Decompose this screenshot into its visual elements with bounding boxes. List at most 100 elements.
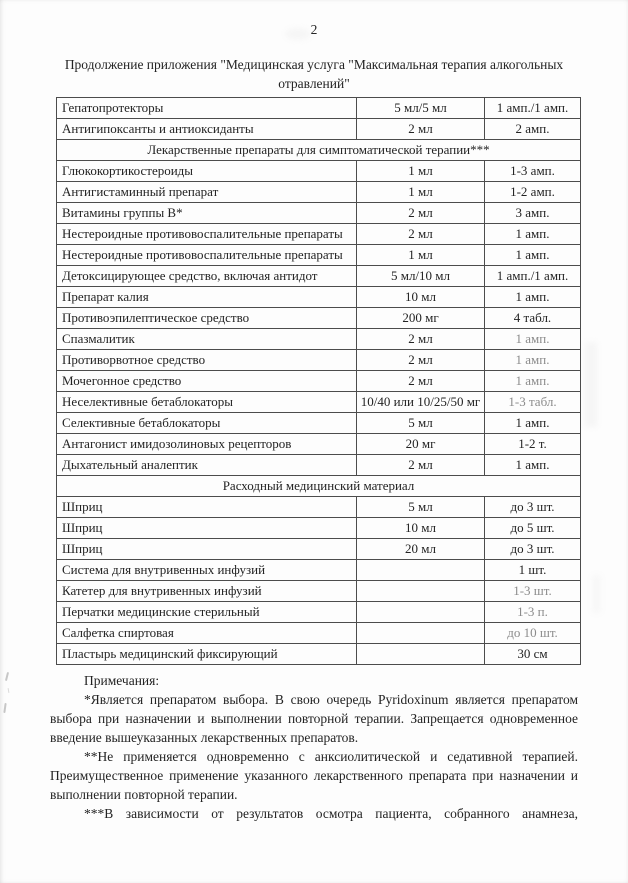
item-name-cell: Детоксицирующее средство, включая антидо… bbox=[56, 265, 357, 287]
table-row: Неселективные бетаблокаторы 10/40 или 10/… bbox=[56, 391, 581, 413]
item-name-cell: Противорвотное средство bbox=[56, 349, 357, 371]
item-name-cell: Противоэпилептическое средство bbox=[56, 307, 357, 329]
item-name-cell: Шприц bbox=[56, 517, 357, 539]
scan-artifact bbox=[4, 671, 10, 682]
table-row: Гепатопротекторы 5 мл/5 мл 1 амп./1 амп. bbox=[56, 97, 581, 119]
item-name-cell: Дыхательный аналептик bbox=[56, 454, 357, 476]
item-name-cell: Пластырь медицинский фиксирующий bbox=[56, 643, 357, 665]
scan-smudge bbox=[585, 342, 597, 427]
quantity-cell: 1 амп. bbox=[484, 412, 581, 434]
section-label: Расходный медицинский материал bbox=[56, 475, 581, 497]
dose-cell: 1 мл bbox=[356, 181, 485, 203]
item-name-cell: Нестероидные противовоспалительные препа… bbox=[56, 223, 357, 245]
table-row: Шприц 10 мл до 5 шт. bbox=[56, 517, 581, 539]
table-row: Нестероидные противовоспалительные препа… bbox=[56, 223, 581, 245]
item-name-cell: Селективные бетаблокаторы bbox=[56, 412, 357, 434]
item-name-cell: Салфетка спиртовая bbox=[56, 622, 357, 644]
item-name-cell: Система для внутривенных инфузий bbox=[56, 559, 357, 581]
scan-artifact bbox=[3, 702, 7, 714]
dose-cell: 2 мл bbox=[356, 349, 485, 371]
quantity-cell: 1-2 т. bbox=[484, 433, 581, 455]
dose-cell: 5 мл bbox=[356, 496, 485, 518]
item-name-cell: Шприц bbox=[56, 538, 357, 560]
item-name-cell: Глюкокортикостероиды bbox=[56, 160, 357, 182]
table-row: Салфетка спиртовая до 10 шт. bbox=[56, 622, 581, 644]
dose-cell: 5 мл/10 мл bbox=[356, 265, 485, 287]
table-row: Антигипоксанты и антиоксиданты 2 мл 2 амп. bbox=[56, 118, 581, 140]
table-row: Витамины группы В* 2 мл 3 амп. bbox=[56, 202, 581, 224]
dose-cell bbox=[356, 643, 485, 665]
page-number: 2 bbox=[310, 22, 318, 37]
item-name-cell: Катетер для внутривенных инфузий bbox=[56, 580, 357, 602]
item-name-cell: Антагонист имидозолиновых рецепторов bbox=[56, 433, 357, 455]
table-row: Пластырь медицинский фиксирующий 30 см bbox=[56, 643, 581, 665]
item-name-cell: Нестероидные противовоспалительные препа… bbox=[56, 244, 357, 266]
item-name-cell: Антигистаминный препарат bbox=[56, 181, 357, 203]
quantity-cell: до 3 шт. bbox=[484, 538, 581, 560]
item-name-cell: Неселективные бетаблокаторы bbox=[56, 391, 357, 413]
dose-cell: 5 мл/5 мл bbox=[356, 97, 485, 119]
scan-smudge bbox=[285, 28, 311, 40]
dose-cell: 1 мл bbox=[356, 160, 485, 182]
dose-cell bbox=[356, 580, 485, 602]
dose-cell: 5 мл bbox=[356, 412, 485, 434]
table-row: Противорвотное средство 2 мл 1 амп. bbox=[56, 349, 581, 371]
dose-cell bbox=[356, 601, 485, 623]
table-row: Перчатки медицинские стерильный 1-3 п. bbox=[56, 601, 581, 623]
table-row: Антагонист имидозолиновых рецепторов 20 м… bbox=[56, 433, 581, 455]
item-name-cell: Витамины группы В* bbox=[56, 202, 357, 224]
dose-cell: 10/40 или 10/25/50 мг bbox=[356, 391, 485, 413]
quantity-cell: 1-3 п. bbox=[484, 601, 581, 623]
section-row: Расходный медицинский материал bbox=[56, 475, 581, 497]
table-row: Антигистаминный препарат 1 мл 1-2 амп. bbox=[56, 181, 581, 203]
quantity-cell: 1-3 шт. bbox=[484, 580, 581, 602]
quantity-cell: до 10 шт. bbox=[484, 622, 581, 644]
item-name-cell: Спазмалитик bbox=[56, 328, 357, 350]
dose-cell: 10 мл bbox=[356, 517, 485, 539]
dose-cell bbox=[356, 622, 485, 644]
table-row: Система для внутривенных инфузий 1 шт. bbox=[56, 559, 581, 581]
medication-table: Гепатопротекторы 5 мл/5 мл 1 амп./1 амп. Ан… bbox=[56, 97, 581, 665]
quantity-cell: 1 амп. bbox=[484, 328, 581, 350]
item-name-cell: Мочегонное средство bbox=[56, 370, 357, 392]
quantity-cell: 30 см bbox=[484, 643, 581, 665]
quantity-cell: 4 табл. bbox=[484, 307, 581, 329]
section-label: Лекарственные препараты для симптоматиче… bbox=[56, 139, 581, 161]
quantity-cell: 1 амп. bbox=[484, 349, 581, 371]
item-name-cell: Препарат калия bbox=[56, 286, 357, 308]
table-row: Шприц 20 мл до 3 шт. bbox=[56, 538, 581, 560]
item-name-cell: Антигипоксанты и антиоксиданты bbox=[56, 118, 357, 140]
item-name-cell: Гепатопротекторы bbox=[56, 97, 357, 119]
notes-paragraphs: *Является препаратом выбора. В свою очер… bbox=[50, 690, 578, 823]
quantity-cell: 1-3 амп. bbox=[484, 160, 581, 182]
quantity-cell: 1 амп./1 амп. bbox=[484, 97, 581, 119]
note-paragraph: ***В зависимости от результатов осмотра … bbox=[84, 806, 578, 821]
note-paragraph: **Не применяется одновременно с анксиоли… bbox=[50, 749, 578, 802]
table-row: Препарат калия 10 мл 1 амп. bbox=[56, 286, 581, 308]
dose-cell: 2 мл bbox=[356, 454, 485, 476]
document-title: Продолжение приложения "Медицинская услу… bbox=[64, 57, 564, 91]
dose-cell: 2 мл bbox=[356, 370, 485, 392]
quantity-cell: 1-2 амп. bbox=[484, 181, 581, 203]
section-row: Лекарственные препараты для симптоматиче… bbox=[56, 139, 581, 161]
dose-cell: 2 мл bbox=[356, 223, 485, 245]
table-row: Селективные бетаблокаторы 5 мл 1 амп. bbox=[56, 412, 581, 434]
item-name-cell: Перчатки медицинские стерильный bbox=[56, 601, 357, 623]
table-row: Дыхательный аналептик 2 мл 1 амп. bbox=[56, 454, 581, 476]
table-row: Катетер для внутривенных инфузий 1-3 шт. bbox=[56, 580, 581, 602]
table-body: Гепатопротекторы 5 мл/5 мл 1 амп./1 амп. Ан… bbox=[56, 97, 581, 665]
table-row: Спазмалитик 2 мл 1 амп. bbox=[56, 328, 581, 350]
quantity-cell: 1 амп. bbox=[484, 370, 581, 392]
dose-cell: 1 мл bbox=[356, 244, 485, 266]
dose-cell: 2 мл bbox=[356, 118, 485, 140]
table-row: Противоэпилептическое средство 200 мг 4 та… bbox=[56, 307, 581, 329]
notes-heading: Примечания: bbox=[84, 673, 160, 688]
table-row: Детоксицирующее средство, включая антидо… bbox=[56, 265, 581, 287]
scan-artifact bbox=[7, 687, 10, 694]
quantity-cell: 2 амп. bbox=[484, 118, 581, 140]
note-paragraph: *Является препаратом выбора. В свою очер… bbox=[50, 692, 578, 745]
table-row: Глюкокортикостероиды 1 мл 1-3 амп. bbox=[56, 160, 581, 182]
dose-cell: 200 мг bbox=[356, 307, 485, 329]
table-row: Нестероидные противовоспалительные препа… bbox=[56, 244, 581, 266]
table-row: Шприц 5 мл до 3 шт. bbox=[56, 496, 581, 518]
